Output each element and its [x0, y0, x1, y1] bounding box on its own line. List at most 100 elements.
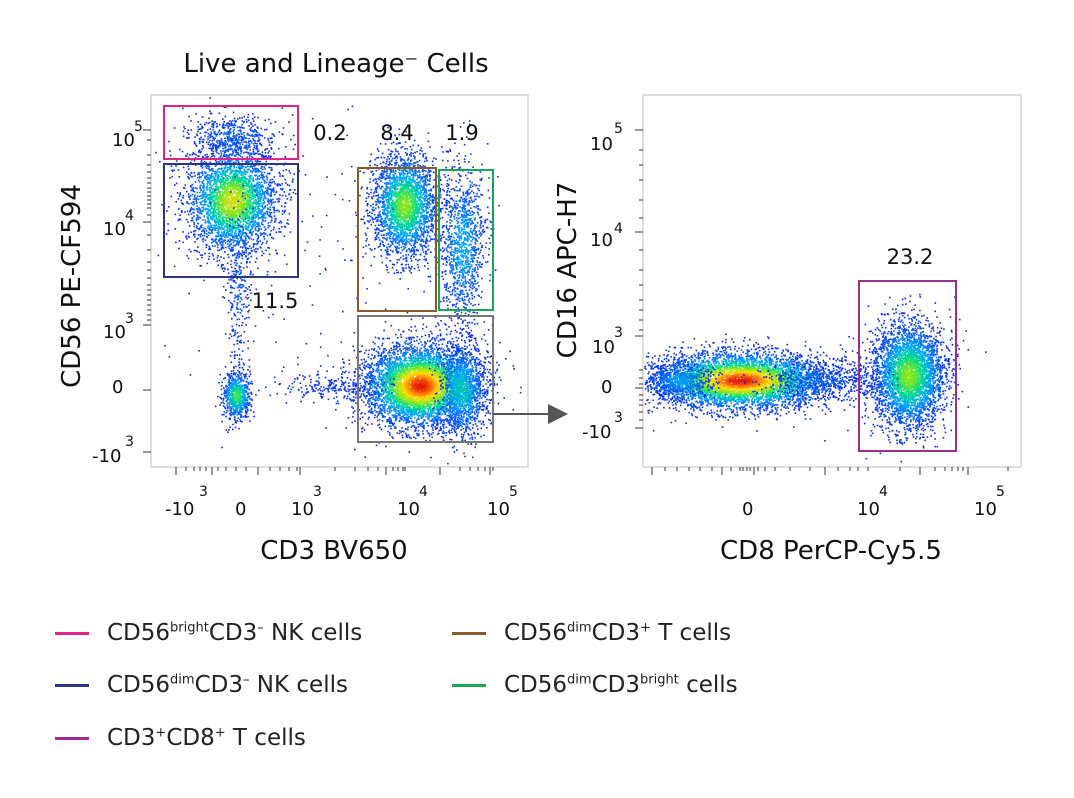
event-dot	[245, 376, 247, 378]
event-dot	[206, 230, 208, 232]
event-dot	[245, 384, 247, 386]
event-dot	[233, 132, 235, 134]
event-dot	[378, 157, 380, 159]
event-dot	[271, 169, 273, 171]
event-dot	[192, 217, 194, 219]
event-dot	[248, 238, 250, 240]
event-dot	[186, 137, 188, 139]
event-dot	[229, 177, 231, 179]
event-dot	[264, 233, 266, 235]
event-dot	[243, 127, 245, 129]
event-dot	[231, 249, 233, 251]
event-dot	[223, 167, 225, 169]
event-dot	[266, 175, 268, 177]
event-dot	[230, 168, 232, 170]
event-dot	[234, 118, 236, 120]
event-dot	[257, 184, 259, 186]
event-dot	[192, 184, 194, 186]
event-dot	[232, 429, 234, 431]
event-dot	[252, 206, 254, 208]
event-dot	[196, 218, 198, 220]
event-dot	[218, 233, 220, 235]
event-dot	[211, 177, 213, 179]
event-dot	[169, 150, 171, 152]
event-dot	[280, 188, 282, 190]
event-dot	[196, 188, 198, 190]
event-dot	[239, 319, 241, 321]
event-dot	[190, 231, 192, 233]
event-dot	[202, 219, 204, 221]
event-dot	[222, 145, 224, 147]
event-dot	[202, 200, 204, 202]
event-dot	[231, 188, 233, 190]
event-dot	[245, 174, 247, 176]
event-dot	[213, 211, 215, 213]
event-dot	[204, 204, 206, 206]
event-dot	[383, 176, 385, 178]
event-dot	[219, 249, 221, 251]
event-dot	[231, 375, 233, 377]
event-dot	[255, 179, 257, 181]
event-dot	[397, 262, 399, 264]
event-dot	[189, 174, 191, 176]
event-dot	[229, 377, 231, 379]
event-dot	[251, 202, 253, 204]
event-dot	[247, 149, 249, 151]
event-dot	[241, 372, 243, 374]
event-dot	[241, 310, 243, 312]
event-dot	[209, 221, 211, 223]
event-dot	[255, 160, 257, 162]
event-dot	[253, 120, 255, 122]
event-dot	[231, 393, 233, 395]
event-dot	[232, 326, 234, 328]
event-dot	[228, 146, 230, 148]
event-dot	[265, 152, 267, 154]
event-dot	[238, 232, 240, 234]
event-dot	[233, 210, 235, 212]
event-dot	[227, 207, 229, 209]
event-dot	[239, 364, 241, 366]
event-dot	[271, 192, 273, 194]
event-dot	[211, 150, 213, 152]
event-dot	[212, 153, 214, 155]
event-dot	[245, 250, 247, 252]
event-dot	[237, 287, 239, 289]
event-dot	[183, 136, 185, 138]
event-dot	[218, 234, 220, 236]
event-dot	[209, 253, 211, 255]
event-dot	[267, 177, 269, 179]
event-dot	[188, 214, 190, 216]
event-dot	[196, 202, 198, 204]
event-dot	[194, 241, 196, 243]
event-dot	[289, 213, 291, 215]
event-dot	[229, 154, 231, 156]
event-dot	[242, 156, 244, 158]
event-dot	[183, 130, 185, 132]
event-dot	[238, 200, 240, 202]
event-dot	[228, 394, 230, 396]
event-dot	[375, 225, 377, 227]
event-dot	[215, 150, 217, 152]
event-dot	[250, 140, 252, 142]
event-dot	[188, 173, 190, 175]
event-dot	[238, 386, 240, 388]
event-dot	[255, 248, 257, 250]
event-dot	[258, 140, 260, 142]
event-dot	[255, 233, 257, 235]
event-dot	[231, 303, 233, 305]
event-dot	[263, 236, 265, 238]
event-dot	[248, 186, 250, 188]
event-dot	[187, 153, 189, 155]
event-dot	[204, 231, 206, 233]
event-dot	[226, 236, 228, 238]
event-dot	[232, 400, 234, 402]
event-dot	[223, 172, 225, 174]
event-dot	[183, 167, 185, 169]
event-dot	[179, 196, 181, 198]
event-dot	[239, 184, 241, 186]
event-dot	[227, 263, 229, 265]
event-dot	[221, 247, 223, 249]
event-dot	[239, 256, 241, 258]
event-dot	[236, 183, 238, 185]
event-dot	[230, 148, 232, 150]
